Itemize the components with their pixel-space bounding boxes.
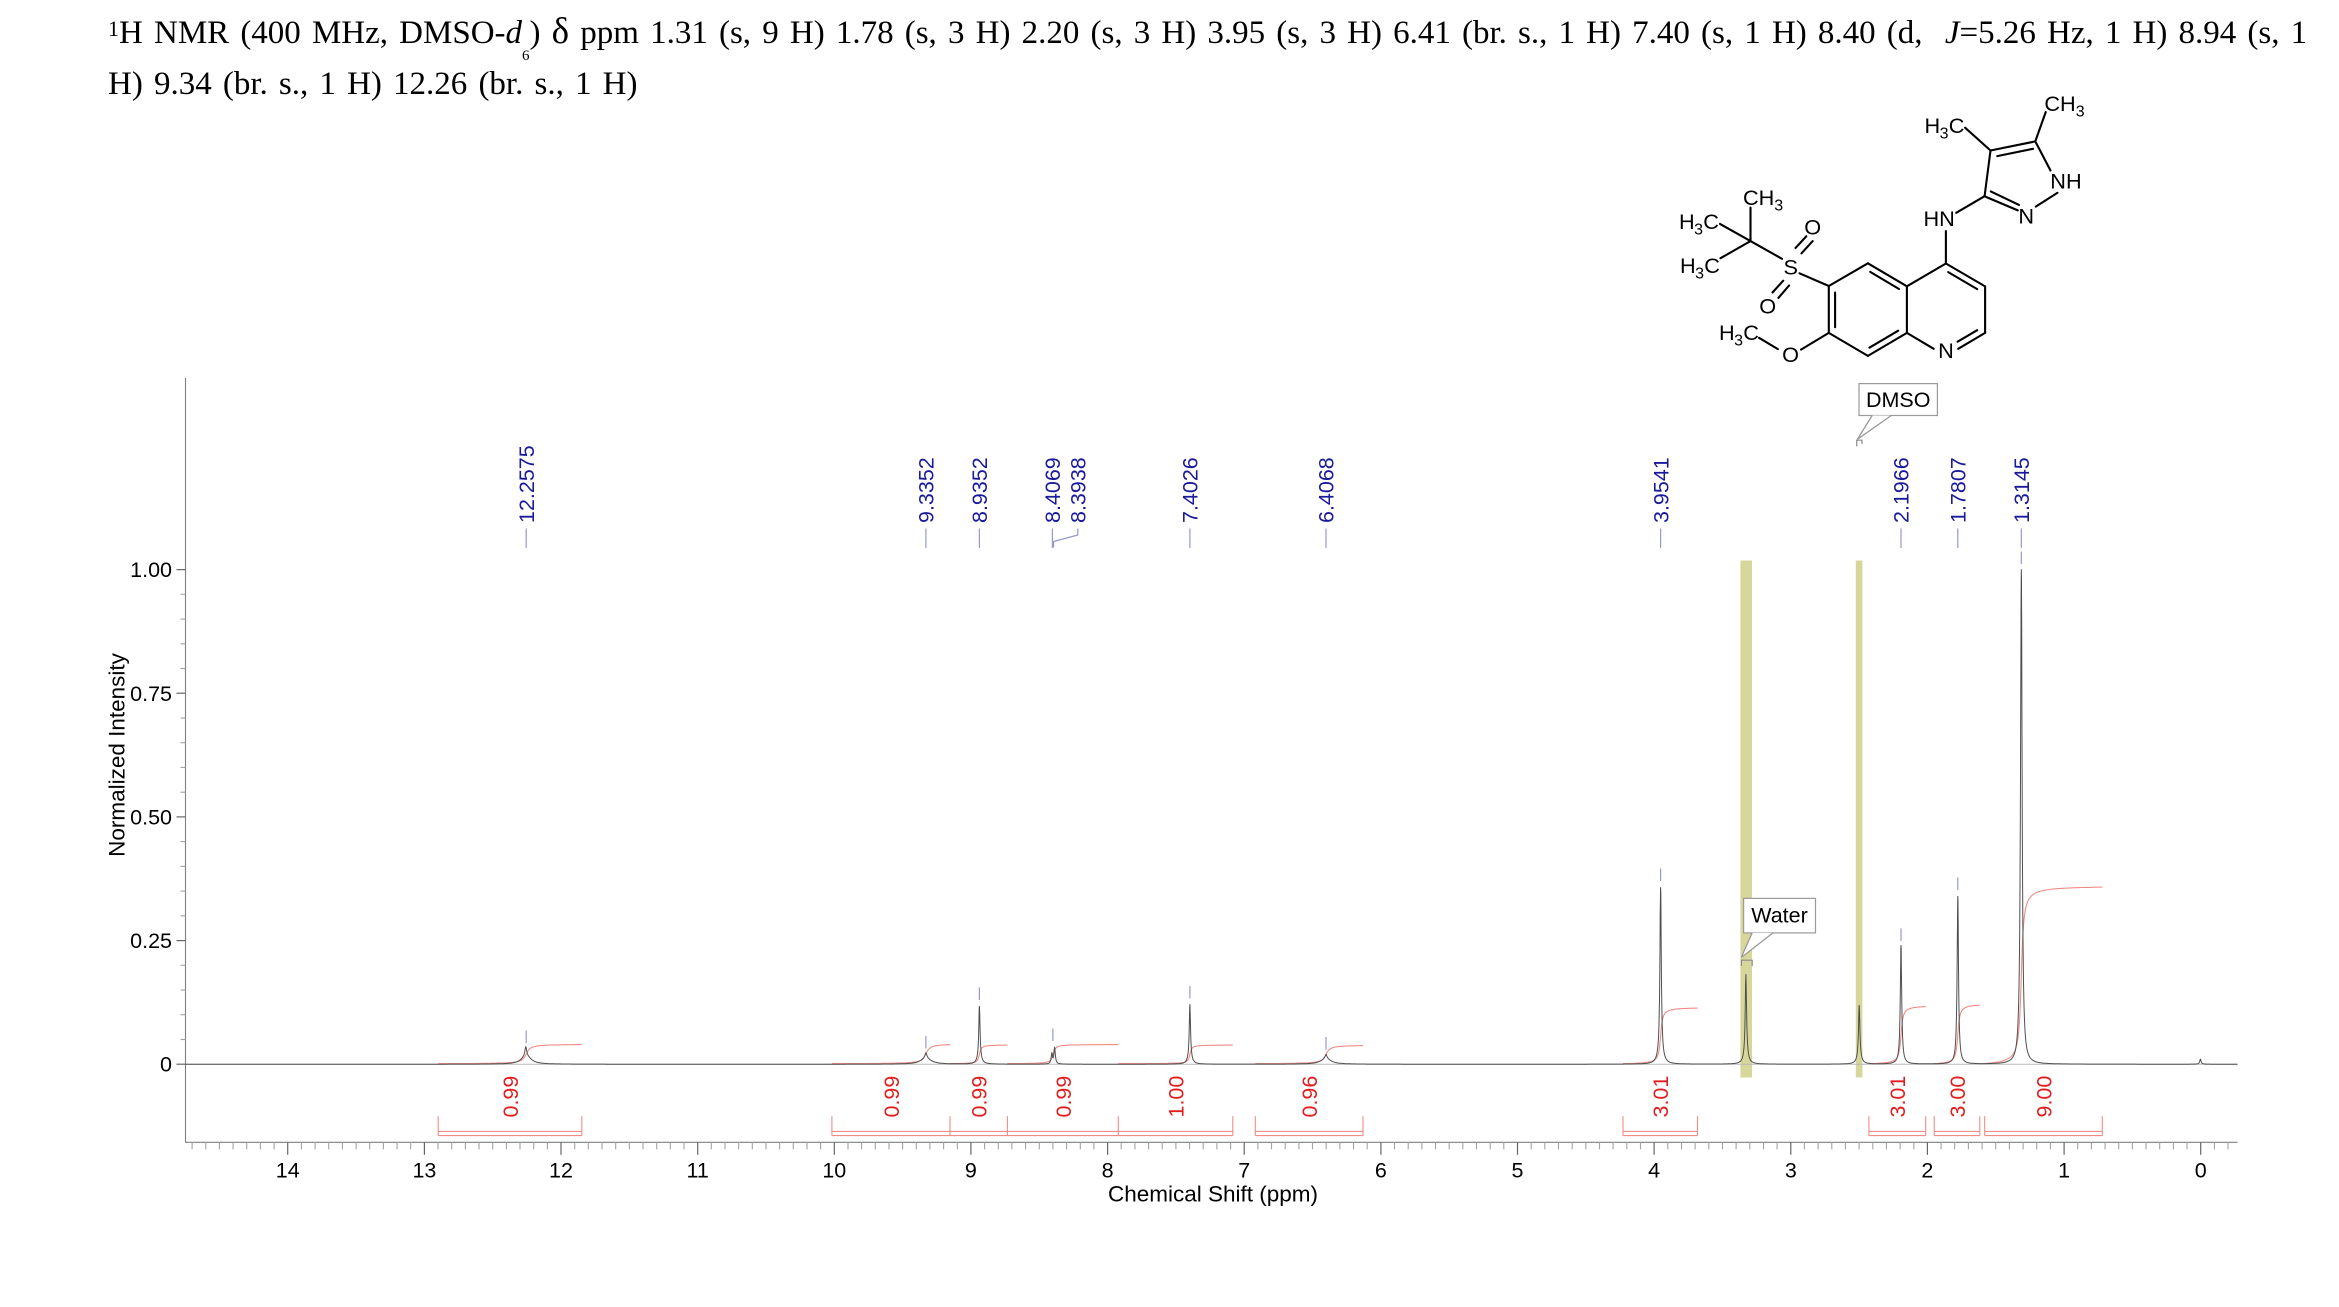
svg-text:0.99: 0.99 xyxy=(880,1076,904,1118)
svg-text:3.01: 3.01 xyxy=(1649,1076,1673,1118)
svg-text:Chemical Shift (ppm): Chemical Shift (ppm) xyxy=(1108,1182,1318,1207)
svg-text:1: 1 xyxy=(2058,1159,2070,1183)
svg-text:3: 3 xyxy=(1785,1159,1797,1183)
svg-text:Normalized Intensity: Normalized Intensity xyxy=(105,652,130,857)
svg-text:CH: CH xyxy=(2044,91,2075,116)
svg-text:1.00: 1.00 xyxy=(1165,1076,1189,1118)
svg-text:3.01: 3.01 xyxy=(1886,1076,1910,1118)
svg-text:9.00: 9.00 xyxy=(2032,1076,2056,1118)
svg-text:12: 12 xyxy=(549,1159,573,1183)
svg-text:11: 11 xyxy=(687,1159,709,1183)
svg-text:3: 3 xyxy=(1734,333,1743,350)
svg-text:Water: Water xyxy=(1751,904,1808,928)
svg-text:13: 13 xyxy=(412,1159,436,1183)
svg-text:NH: NH xyxy=(2050,169,2081,194)
svg-text:0.96: 0.96 xyxy=(1298,1076,1322,1118)
svg-text:0.99: 0.99 xyxy=(499,1076,523,1118)
svg-text:C: C xyxy=(1704,253,1720,278)
svg-text:1.3145: 1.3145 xyxy=(2010,457,2034,523)
svg-text:0.75: 0.75 xyxy=(130,682,172,706)
svg-text:1.00: 1.00 xyxy=(130,558,172,582)
svg-text:N: N xyxy=(2018,204,2034,229)
svg-text:0.99: 0.99 xyxy=(968,1076,992,1118)
svg-text:H: H xyxy=(1679,209,1695,234)
svg-text:8.4069: 8.4069 xyxy=(1041,457,1065,523)
svg-text:0: 0 xyxy=(2195,1159,2207,1183)
svg-text:H: H xyxy=(1719,320,1735,345)
svg-text:3: 3 xyxy=(1940,125,1949,142)
svg-text:C: C xyxy=(1703,209,1719,234)
svg-text:3: 3 xyxy=(2076,103,2085,120)
svg-text:6: 6 xyxy=(1375,1159,1387,1183)
svg-text:1.7807: 1.7807 xyxy=(1947,457,1971,523)
svg-text:12.2575: 12.2575 xyxy=(515,445,539,523)
svg-text:C: C xyxy=(1743,320,1759,345)
svg-text:5: 5 xyxy=(1512,1159,1524,1183)
svg-text:0.25: 0.25 xyxy=(130,929,172,953)
svg-text:O: O xyxy=(1804,215,1821,240)
svg-text:2: 2 xyxy=(1921,1159,1933,1183)
svg-text:N: N xyxy=(1938,338,1954,363)
svg-text:3.00: 3.00 xyxy=(1946,1076,1970,1118)
svg-text:HN: HN xyxy=(1924,206,1955,231)
svg-text:9.3352: 9.3352 xyxy=(915,457,939,523)
svg-text:0: 0 xyxy=(160,1053,172,1077)
svg-text:S: S xyxy=(1783,255,1797,280)
svg-text:3: 3 xyxy=(1694,221,1703,238)
svg-text:0.50: 0.50 xyxy=(130,805,172,829)
svg-text:DMSO: DMSO xyxy=(1866,388,1931,412)
svg-text:8.9352: 8.9352 xyxy=(968,457,992,523)
svg-text:C: C xyxy=(1949,113,1965,138)
svg-text:7.4026: 7.4026 xyxy=(1179,457,1203,523)
svg-text:14: 14 xyxy=(276,1159,300,1183)
svg-text:H: H xyxy=(1680,253,1696,278)
svg-text:2.1966: 2.1966 xyxy=(1890,457,1914,523)
svg-text:8.3938: 8.3938 xyxy=(1067,457,1091,523)
svg-text:7: 7 xyxy=(1238,1159,1250,1183)
svg-text:8: 8 xyxy=(1102,1159,1114,1183)
svg-text:6.4068: 6.4068 xyxy=(1315,457,1339,523)
svg-text:3.9541: 3.9541 xyxy=(1649,457,1673,523)
svg-text:O: O xyxy=(1759,294,1776,319)
svg-text:H: H xyxy=(1925,113,1941,138)
svg-text:0.99: 0.99 xyxy=(1052,1076,1076,1118)
svg-text:3: 3 xyxy=(1695,266,1704,283)
svg-text:3: 3 xyxy=(1774,197,1783,214)
svg-text:10: 10 xyxy=(822,1159,846,1183)
svg-text:O: O xyxy=(1782,342,1799,367)
svg-text:9: 9 xyxy=(965,1159,977,1183)
svg-text:CH: CH xyxy=(1743,185,1774,210)
svg-text:4: 4 xyxy=(1648,1159,1660,1183)
